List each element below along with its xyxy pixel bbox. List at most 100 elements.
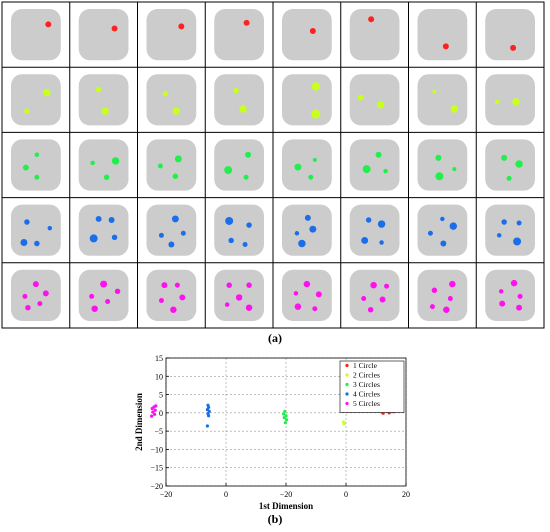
legend-marker xyxy=(345,401,349,406)
gray-disk xyxy=(349,139,400,191)
legend-label: 3 Circles xyxy=(353,380,380,389)
colored-circle xyxy=(379,296,386,303)
colored-circle xyxy=(111,25,118,32)
gray-disk xyxy=(485,139,535,191)
gray-disk xyxy=(78,269,129,321)
colored-circle xyxy=(243,174,249,180)
colored-circle xyxy=(100,280,108,288)
colored-circle xyxy=(245,151,252,158)
gray-disk xyxy=(349,204,400,256)
colored-circle xyxy=(452,167,457,172)
colored-circle xyxy=(384,283,390,289)
grid-cell xyxy=(417,269,468,321)
colored-circle xyxy=(494,99,500,105)
grid-cell xyxy=(282,139,332,191)
colored-circle xyxy=(376,101,385,109)
y-tick-label: −10 xyxy=(150,445,163,454)
colored-circle xyxy=(233,87,239,94)
gray-disk xyxy=(485,204,535,256)
data-point xyxy=(151,410,155,414)
y-tick-label: 5 xyxy=(159,391,163,400)
colored-circle xyxy=(361,295,367,301)
colored-circle xyxy=(42,290,49,297)
gray-disk xyxy=(485,269,535,321)
gray-disk xyxy=(349,269,400,321)
colored-circle xyxy=(370,281,377,289)
colored-circle xyxy=(245,304,253,311)
data-point xyxy=(153,408,157,412)
colored-circle xyxy=(161,282,168,289)
gray-disk xyxy=(282,204,332,256)
colored-circle xyxy=(309,225,317,233)
gray-disk xyxy=(417,139,468,191)
grid-cell xyxy=(214,139,264,191)
x-tick-label: 0 xyxy=(224,490,228,499)
colored-circle xyxy=(89,293,95,299)
gray-disk xyxy=(282,139,332,191)
colored-circle xyxy=(315,291,322,298)
colored-circle xyxy=(432,89,437,94)
grid-cell xyxy=(214,269,264,321)
colored-circle xyxy=(499,300,506,307)
grid-cell xyxy=(417,9,468,61)
grid-cell xyxy=(11,269,61,321)
colored-circle xyxy=(427,230,433,236)
legend-box xyxy=(339,360,405,413)
gray-disk xyxy=(146,9,197,61)
grid-cell xyxy=(282,9,332,61)
image-grid-panel xyxy=(1,1,545,329)
colored-circle xyxy=(429,304,435,310)
colored-circle xyxy=(45,21,52,28)
y-tick-label: −15 xyxy=(150,464,163,473)
grid-cell xyxy=(485,9,535,61)
colored-circle xyxy=(450,105,459,113)
grid-cell xyxy=(146,9,197,61)
colored-circle xyxy=(435,172,444,181)
colored-circle xyxy=(224,302,230,307)
legend-marker xyxy=(345,363,349,368)
series-points xyxy=(150,404,158,418)
gray-disk xyxy=(146,204,197,256)
gray-disk xyxy=(78,74,129,126)
colored-circle xyxy=(303,280,311,288)
colored-circle xyxy=(365,217,372,223)
data-point xyxy=(283,409,287,413)
colored-circle xyxy=(246,282,252,288)
colored-circle xyxy=(375,151,382,158)
colored-circle xyxy=(179,294,186,301)
series-points xyxy=(282,409,289,425)
colored-circle xyxy=(172,173,179,180)
colored-circle xyxy=(361,236,369,244)
y-tick-label: 15 xyxy=(155,354,163,363)
colored-circle xyxy=(168,241,175,248)
grid-cell xyxy=(349,269,400,321)
colored-circle xyxy=(103,174,110,181)
colored-circle xyxy=(510,44,517,51)
colored-circle xyxy=(225,217,234,225)
data-point xyxy=(282,416,286,420)
colored-circle xyxy=(515,160,523,168)
colored-circle xyxy=(449,222,458,230)
colored-circle xyxy=(34,152,40,157)
grid-cell xyxy=(485,139,535,191)
colored-circle xyxy=(111,157,120,165)
colored-circle xyxy=(243,19,250,26)
data-point xyxy=(153,412,157,416)
grid-cell xyxy=(78,269,129,321)
colored-circle xyxy=(111,234,118,241)
colored-circle xyxy=(311,82,321,91)
grid-cell xyxy=(78,74,129,126)
colored-circle xyxy=(294,163,302,171)
gray-disk xyxy=(417,269,468,321)
gray-disk xyxy=(282,74,332,126)
colored-circle xyxy=(246,222,252,228)
caption-a: (a) xyxy=(268,331,282,345)
grid-cell xyxy=(349,139,400,191)
colored-circle xyxy=(22,293,28,299)
colored-circle xyxy=(498,289,504,294)
data-point xyxy=(150,414,154,418)
gray-disk xyxy=(146,139,197,191)
colored-circle xyxy=(309,28,316,35)
grid-cell xyxy=(417,74,468,126)
colored-circle xyxy=(510,279,518,287)
